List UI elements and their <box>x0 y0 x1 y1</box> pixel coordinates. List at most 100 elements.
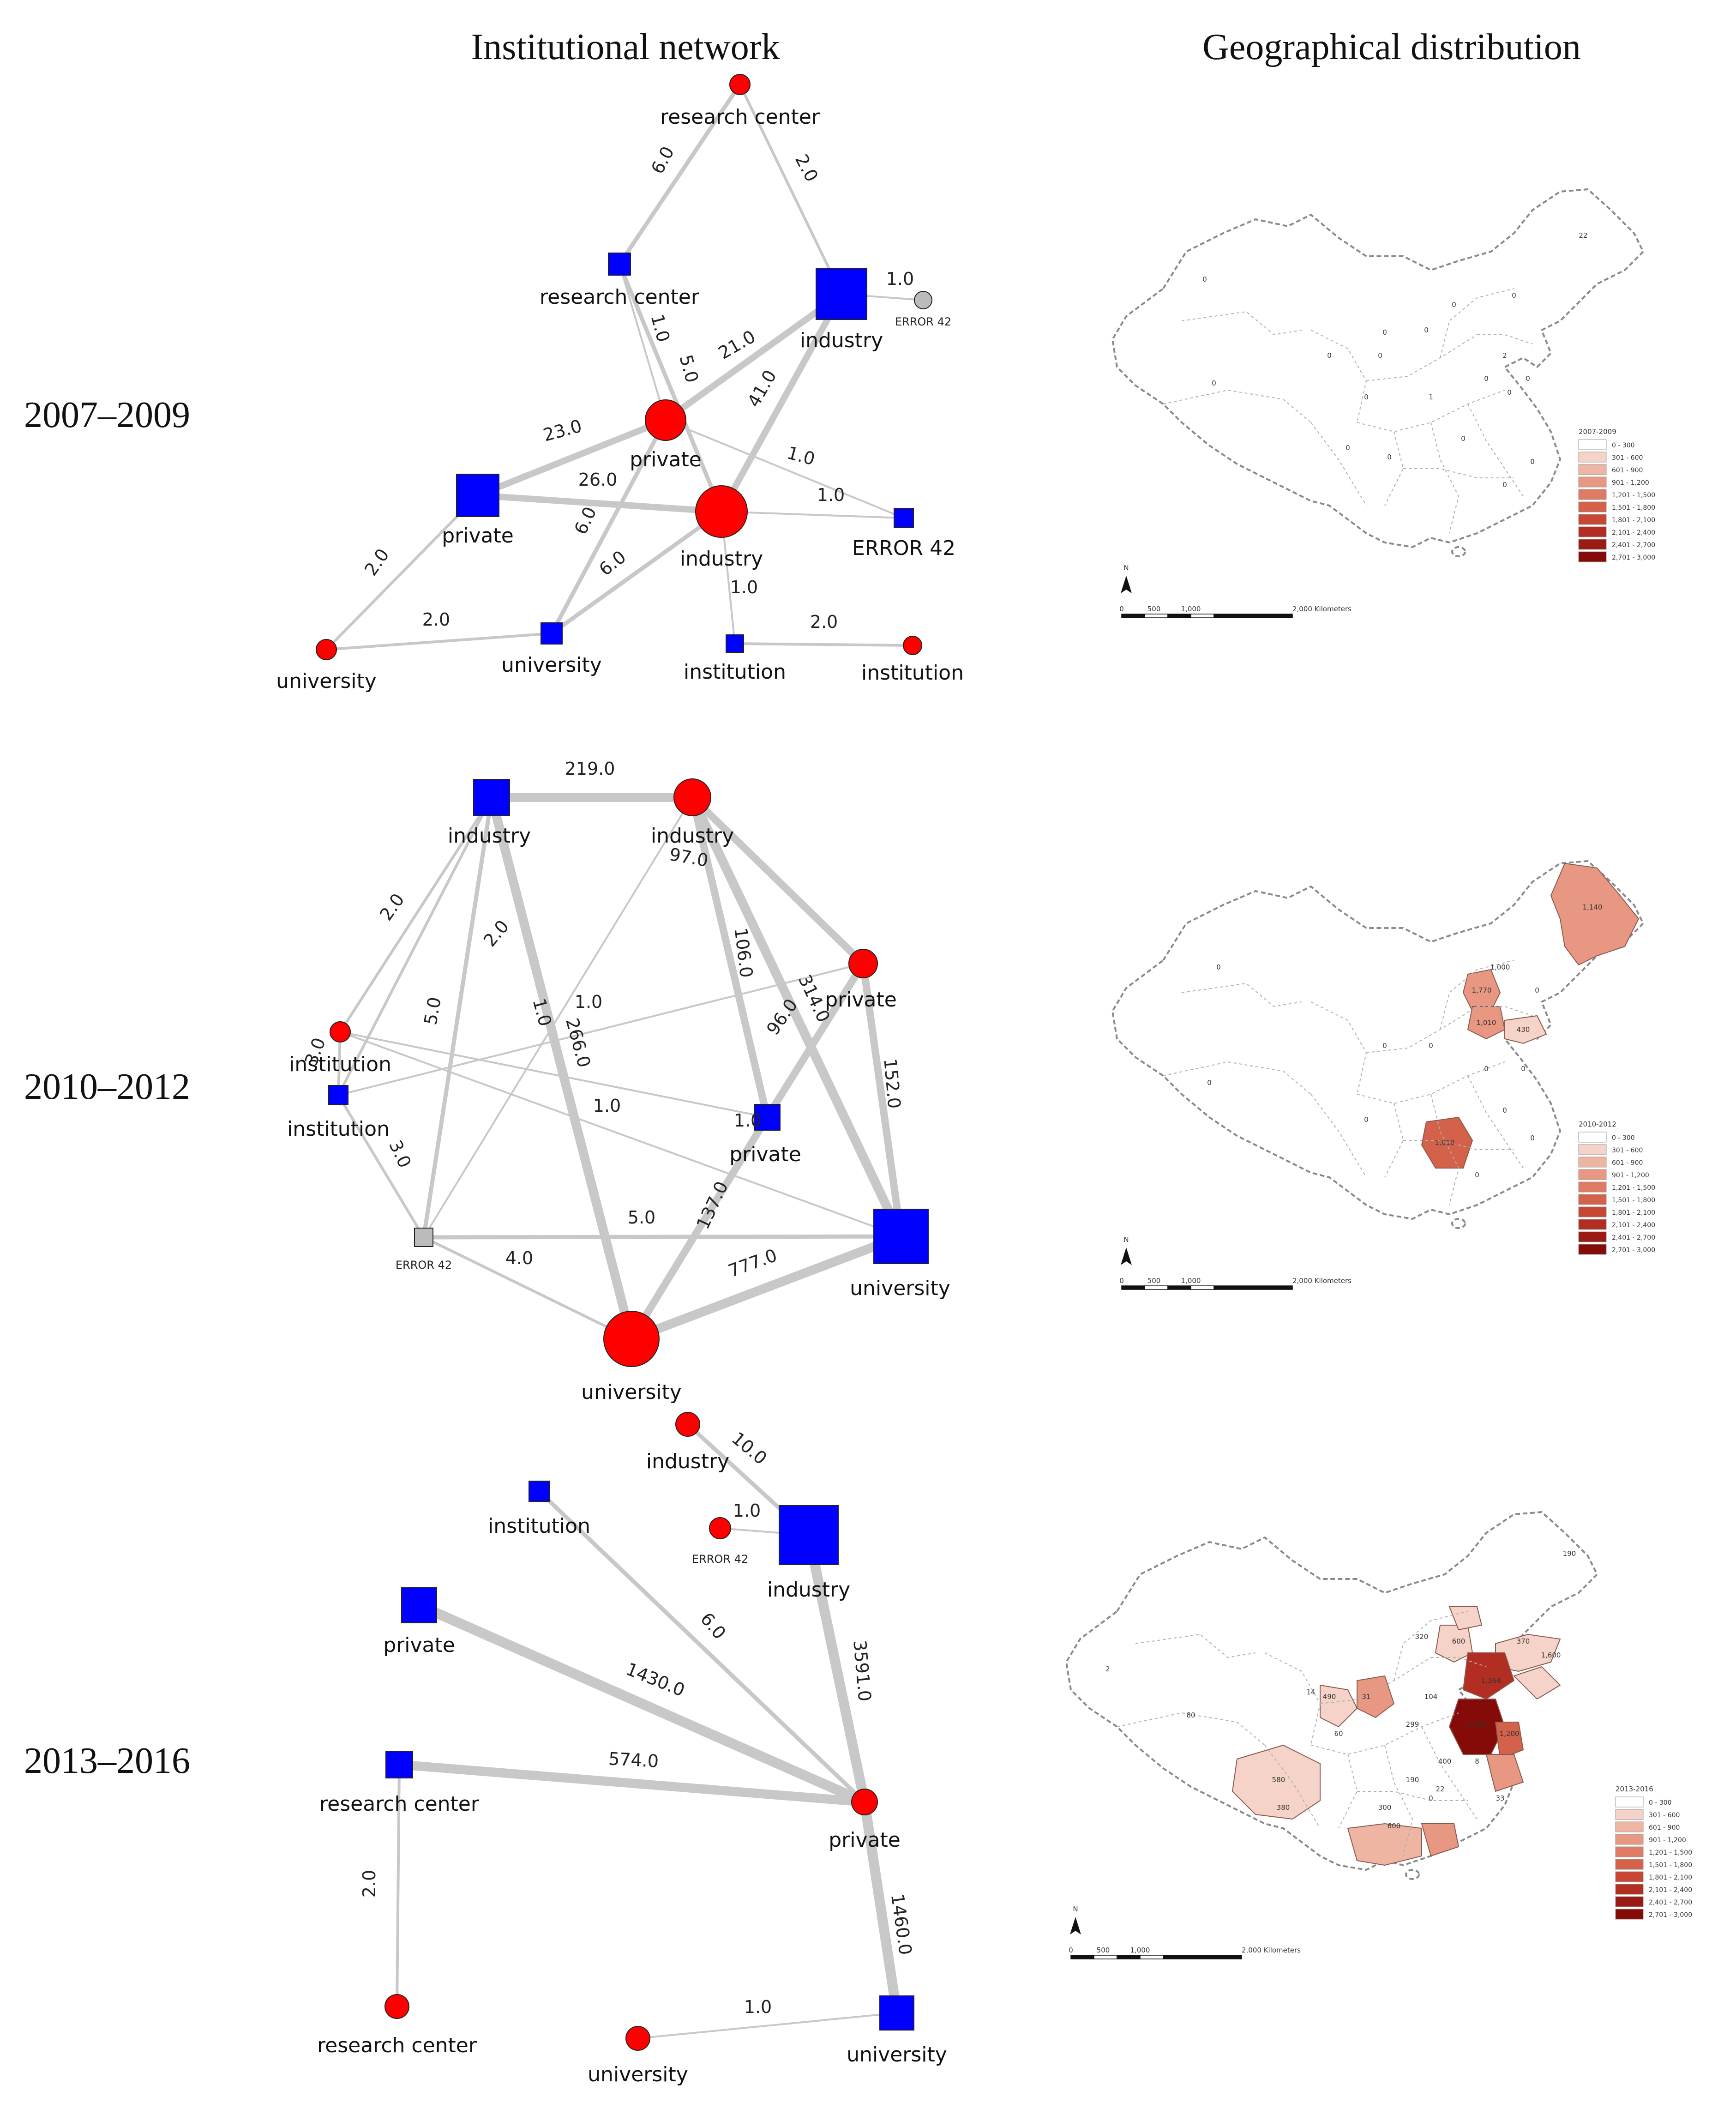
province-border <box>1384 1103 1404 1178</box>
edge-weight-label: 2.0 <box>422 609 450 630</box>
north-arrow-icon: N <box>1121 564 1132 593</box>
north-arrow-shape <box>1070 1917 1081 1934</box>
legend-swatch <box>1578 526 1607 537</box>
province-border <box>1357 1061 1505 1104</box>
province-shaded <box>1462 1652 1515 1700</box>
province-value-label: 22 <box>1436 1785 1444 1793</box>
province-value-label: 8 <box>1475 1757 1479 1766</box>
edge-weight-label: 1.0 <box>733 1500 761 1521</box>
province-value-label: 0 <box>1382 328 1387 337</box>
node-label: university <box>581 1380 682 1404</box>
edge-weight-label: 41.0 <box>744 367 781 410</box>
legend-swatch <box>1578 1157 1607 1168</box>
map-legend: 2007-2009 0 - 300 301 - 600 601 - 900 901 - … <box>1578 428 1655 562</box>
legend-swatch <box>1578 551 1607 562</box>
edge-p2_priv_red-p2_uni_blue <box>859 963 905 1237</box>
province-border <box>1310 330 1367 423</box>
legend-swatch <box>1578 1244 1607 1255</box>
edge-p3_rc_blue-p3_rc_red <box>396 1764 401 2007</box>
edge-weight-label: 6.0 <box>697 1609 730 1643</box>
country-outline <box>1111 860 1644 1220</box>
province-border <box>1338 1754 1358 1829</box>
province-value-label: 299 <box>1406 1720 1419 1729</box>
node-p3_priv_red <box>851 1789 878 1815</box>
china-map: 1,140 1,770 1,010 430 1,010 1,000 0 0 0 0 0 0 0 0 0 0 0 <box>1111 860 1644 1229</box>
legend-class-label: 2,101 - 2,400 <box>1612 529 1655 536</box>
node-label: ERROR 42 <box>692 1553 748 1566</box>
province-shaded <box>1347 1823 1422 1866</box>
province-value-label: 400 <box>1438 1757 1452 1766</box>
province-shaded <box>1513 1666 1561 1700</box>
province-value-label: 0 <box>1502 1106 1507 1115</box>
edge-weight-label: 4.0 <box>505 1248 533 1268</box>
legend-swatch <box>1578 1231 1607 1242</box>
legend-title: 2013-2016 <box>1616 1785 1653 1793</box>
province-border <box>1477 334 1533 344</box>
legend-swatch <box>1578 1194 1607 1205</box>
node-label: private <box>630 448 702 471</box>
province-value-label: 60 <box>1334 1729 1343 1738</box>
legend-class-label: 2,401 - 2,700 <box>1612 1234 1655 1241</box>
province-value-label: 0 <box>1424 326 1429 334</box>
edge-p2_inst_blue-p2_err_gray <box>337 1094 425 1238</box>
country-outline <box>1065 1511 1598 1871</box>
edges-group <box>325 83 924 651</box>
province-value-label: 190 <box>1563 1549 1576 1558</box>
province-value-label: 1,010 <box>1477 1018 1496 1027</box>
scale-bar-segment <box>1213 1285 1293 1290</box>
labels-group: 6.0 2.01.01.05.021.041.023.01.026.01.06.0… <box>276 105 964 693</box>
province-value-label: 0 <box>1530 458 1535 466</box>
node-p2_uni_blue <box>873 1209 929 1264</box>
legend-swatch <box>1615 1821 1644 1832</box>
province-value-label: 490 <box>1323 1693 1336 1701</box>
province-border <box>1320 1657 1431 1704</box>
scale-bar-segment <box>1167 614 1191 618</box>
scale-bar-label: 1,000 <box>1181 605 1201 613</box>
edge-weight-label: 3591.0 <box>849 1639 875 1702</box>
edge-weight-label: 10.0 <box>728 1428 771 1469</box>
legend-swatch <box>1578 539 1607 550</box>
province-shaded <box>1421 1823 1460 1857</box>
legend-swatch <box>1615 1834 1644 1845</box>
legend-swatch <box>1578 1169 1607 1180</box>
legend-class-label: 1,201 - 1,500 <box>1612 1184 1655 1192</box>
province-value-label: 0 <box>1452 301 1456 309</box>
edge-p2_uni_red-p2_uni_blue <box>630 1232 903 1344</box>
edge-weight-label: 5.0 <box>628 1207 655 1228</box>
edge-weight-label: 5.0 <box>420 995 445 1026</box>
node-p1_uni_blue <box>541 622 563 645</box>
legend-class-label: 1,201 - 1,500 <box>1612 492 1655 499</box>
province-border <box>1310 422 1367 506</box>
province-border <box>1135 1633 1256 1658</box>
province-shaded <box>1485 1754 1524 1792</box>
province-border <box>1384 431 1404 506</box>
map-panel-2007-2009: 22 0 0 0 0 0 0 2 0 0 0 0 0 1 0 0 0 0 0 0 2007-2009 0 - 300 301… <box>1111 188 1655 618</box>
edge-p1_rc_blue-p1_ind_red <box>617 263 724 512</box>
edge-p3_priv_blue-p3_priv_red <box>417 1600 867 1807</box>
edge-weight-label: 1.0 <box>593 1096 621 1116</box>
scale-bar-segment <box>1121 614 1145 618</box>
province-border <box>1181 982 1302 1007</box>
edge-p2_ind_blue-p2_inst_blue <box>337 796 493 1096</box>
node-label: research center <box>540 285 700 309</box>
legend-class-label: 1,201 - 1,500 <box>1649 1849 1692 1856</box>
scale-bar-segment <box>1121 1285 1145 1290</box>
node-label: industry <box>651 824 734 848</box>
province-value-label: 0 <box>1202 275 1207 283</box>
period-label-2013-2016: 2013–2016 <box>24 1741 190 1781</box>
legend-class-label: 0 - 300 <box>1649 1799 1672 1807</box>
legend-swatch <box>1578 514 1607 525</box>
node-label: institution <box>289 1053 391 1076</box>
nodes-group <box>316 74 932 660</box>
network-panel-2007-2009: 6.0 2.01.01.05.021.041.023.01.026.01.06.0… <box>276 74 964 693</box>
node-p1_inst_red <box>903 636 922 655</box>
scale-bar-label: 2,000 Kilometers <box>1242 1946 1301 1954</box>
legend-class-label: 301 - 600 <box>1612 1147 1643 1154</box>
edge-weight-label: 6.0 <box>571 504 601 537</box>
legend-swatch <box>1578 1144 1607 1155</box>
node-p1_rc_red <box>729 74 751 95</box>
node-label: university <box>501 653 602 677</box>
province-border <box>1403 1140 1514 1150</box>
scale-bar-label: 0 <box>1069 1946 1073 1954</box>
province-value-label: 1,364 <box>1481 1676 1501 1685</box>
